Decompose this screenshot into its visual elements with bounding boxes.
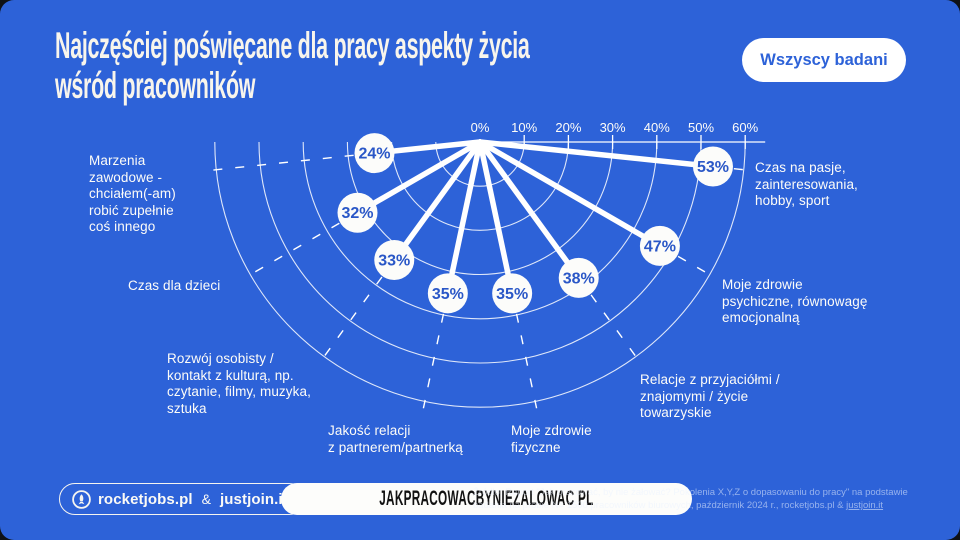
label-zdrowie-psychiczne: Moje zdrowie psychiczne, równowagę emocj… <box>722 277 868 325</box>
value-bubble <box>692 146 733 187</box>
label-zdrowie-fizyczne: Moje zdrowie fizyczne <box>511 423 592 455</box>
rocket-icon <box>72 489 91 509</box>
grid-arc <box>391 141 569 231</box>
hashtag-label: JAKPRACOWACBYNIEZALOWAC PL <box>379 487 594 510</box>
source-note: Źródło: Raport "Jak pracować, by nie żał… <box>473 486 933 512</box>
spoke-extension <box>515 313 538 409</box>
spoke-line <box>445 139 483 297</box>
axis-tick-label: 50% <box>688 120 714 135</box>
value-bubble <box>558 257 599 298</box>
page-title-line2: wśród pracowników <box>55 65 256 106</box>
spoke-extension <box>243 222 340 279</box>
grid-arc <box>435 141 525 187</box>
axis-tick-label: 10% <box>511 120 537 135</box>
source-line2: badania na próbie N= 1500 pracowników bi… <box>473 500 884 511</box>
spoke-line <box>477 139 515 297</box>
value-bubble <box>337 192 378 233</box>
spoke-extension <box>677 255 717 279</box>
value-bubble-label: 33% <box>378 253 410 270</box>
spoke-extension <box>590 294 641 363</box>
value-bubble-label: 47% <box>644 238 676 255</box>
spoke-line <box>354 139 483 216</box>
value-bubble-label: 53% <box>697 159 729 176</box>
value-bubble <box>639 225 680 266</box>
label-jakosc-relacji: Jakość relacji z partnerem/partnerką <box>328 423 463 455</box>
source-link-justjoin[interactable]: justjoin.it <box>846 500 884 511</box>
grid-arc <box>214 141 746 408</box>
spoke-line <box>477 139 663 249</box>
brand-ampersand: & <box>201 491 211 507</box>
page-title: Najczęściej poświęcane dla pracy aspekty… <box>55 26 530 106</box>
brand-justjoin: justjoin.it <box>220 490 288 508</box>
hashtag-pill[interactable]: JAKPRACOWACBYNIEZALOWAC PL <box>281 483 692 515</box>
spoke-line <box>477 139 716 170</box>
source-line1: Źródło: Raport "Jak pracować, by nie żał… <box>473 487 908 498</box>
spoke-line <box>477 139 582 281</box>
value-bubble <box>492 273 533 314</box>
spoke-line <box>391 139 483 263</box>
axis-tick-label: 0% <box>471 120 490 135</box>
spoke-extension <box>209 154 354 172</box>
value-bubble-label: 35% <box>432 286 464 303</box>
value-bubble-label: 38% <box>563 270 595 287</box>
axis-tick-label: 30% <box>600 120 626 135</box>
grid-arc <box>258 141 702 364</box>
value-bubble-label: 24% <box>358 146 390 163</box>
value-bubble-label: 35% <box>496 286 528 303</box>
value-bubble <box>374 240 415 281</box>
value-bubble <box>354 133 395 174</box>
label-czas-na-pasje: Czas na pasje, zainteresowania, hobby, s… <box>755 160 858 208</box>
axis-tick-label: 20% <box>555 120 581 135</box>
axis-tick-label: 40% <box>644 120 670 135</box>
value-bubble <box>427 273 468 314</box>
spoke-extension <box>733 167 751 172</box>
spoke-extension <box>422 313 445 409</box>
grid-arc <box>302 141 658 320</box>
label-czas-dla-dzieci: Czas dla dzieci <box>128 278 221 293</box>
page-title-line1: Najczęściej poświęcane dla pracy aspekty… <box>55 25 530 66</box>
all-respondents-filter-button[interactable]: Wszyscy badani <box>742 38 906 82</box>
spoke-extension <box>319 276 383 363</box>
brand-rocketjobs: rocketjobs.pl <box>98 490 193 508</box>
label-rozwoj-osobisty: Rozwój osobisty / kontakt z kulturą, np.… <box>167 351 311 416</box>
brand-pill[interactable]: rocketjobs.pl & justjoin.it <box>59 483 305 515</box>
axis-tick-label: 60% <box>732 120 758 135</box>
label-relacje-przyjaciele: Relacje z przyjaciółmi / znajomymi / życ… <box>640 372 780 420</box>
value-bubble-label: 32% <box>341 205 373 222</box>
label-marzenia-zawodowe: Marzenia zawodowe - chciałem(-am) robić … <box>89 153 176 234</box>
